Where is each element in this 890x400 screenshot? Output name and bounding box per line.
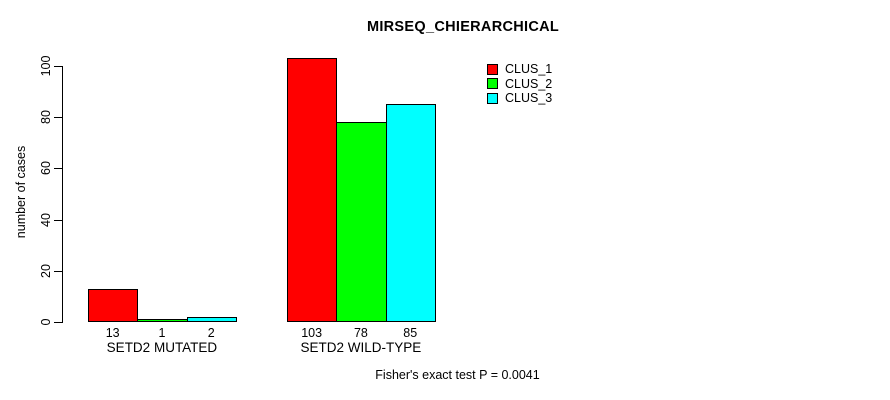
legend-label: CLUS_1 <box>505 62 553 77</box>
legend-swatch <box>487 92 498 104</box>
y-tick-label-text: 20 <box>39 263 53 278</box>
x-category-label: SETD2 MUTATED <box>106 340 218 355</box>
y-axis-title-text: number of cases <box>14 145 28 239</box>
y-axis-tick <box>54 270 62 272</box>
y-axis-tick <box>54 66 62 67</box>
x-category-label: SETD2 WILD-TYPE <box>300 340 422 355</box>
legend-item: CLUS_2 <box>487 77 552 92</box>
bar-value-label: 2 <box>207 326 215 340</box>
bar-value-label: 85 <box>403 326 418 340</box>
y-axis-tick <box>54 322 62 323</box>
y-axis-line <box>62 66 63 323</box>
chart-title: MIRSEQ_CHIERARCHICAL <box>366 19 560 35</box>
legend-item: CLUS_1 <box>487 62 552 77</box>
bar-value-label: 13 <box>105 326 120 340</box>
legend-swatch <box>487 78 498 90</box>
y-axis-tick <box>54 117 62 119</box>
bar-clus_3-group1 <box>186 316 237 322</box>
y-tick-label-text: 40 <box>39 212 53 227</box>
y-tick-label-text: 100 <box>39 55 53 77</box>
legend-swatch <box>487 63 498 75</box>
y-tick-label-text: 60 <box>39 161 53 176</box>
legend: CLUS_1 CLUS_2 CLUS_3 <box>487 62 552 106</box>
bar-clus_2-group2 <box>336 122 387 322</box>
y-axis-tick <box>54 168 62 170</box>
footnote-annotation: Fisher's exact test P = 0.0041 <box>375 368 540 382</box>
y-tick-label-text: 80 <box>39 110 53 125</box>
y-axis-tick <box>54 219 62 221</box>
bar-value-label: 103 <box>301 326 323 340</box>
legend-item: CLUS_3 <box>487 91 552 106</box>
bar-clus_1-group2 <box>287 58 338 322</box>
bar-clus_2-group1 <box>137 319 188 322</box>
legend-label: CLUS_2 <box>505 76 553 91</box>
bar-clus_1-group1 <box>88 288 139 322</box>
y-tick-label-text: 0 <box>39 318 53 326</box>
legend-label: CLUS_3 <box>505 91 553 106</box>
bar-value-label: 1 <box>158 326 166 340</box>
bar-value-label: 78 <box>353 326 368 340</box>
bar-clus_3-group2 <box>385 104 436 322</box>
